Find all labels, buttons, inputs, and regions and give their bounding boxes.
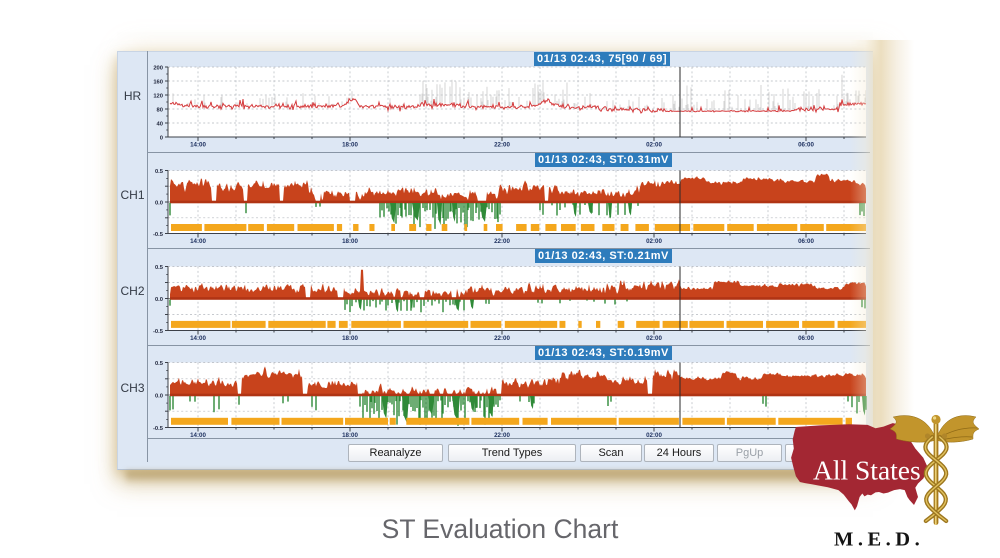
svg-text:0.0: 0.0	[155, 393, 163, 399]
svg-text:18:00: 18:00	[342, 335, 358, 342]
svg-text:06:00: 06:00	[798, 238, 814, 245]
svg-text:0.0: 0.0	[155, 297, 163, 303]
svg-text:22:00: 22:00	[494, 335, 510, 342]
svg-text:-0.5: -0.5	[153, 426, 164, 432]
svg-text:-0.5: -0.5	[153, 232, 164, 238]
svg-text:14:00: 14:00	[190, 432, 206, 439]
svg-text:02:00: 02:00	[646, 142, 662, 149]
svg-text:200: 200	[153, 66, 163, 72]
svg-text:160: 160	[153, 80, 163, 86]
svg-text:0.5: 0.5	[155, 265, 164, 271]
svg-text:40: 40	[157, 122, 163, 128]
svg-text:02:00: 02:00	[646, 432, 662, 439]
svg-text:14:00: 14:00	[190, 335, 206, 342]
svg-text:80: 80	[157, 108, 163, 114]
svg-text:0: 0	[160, 136, 163, 142]
svg-text:14:00: 14:00	[190, 142, 206, 149]
svg-text:18:00: 18:00	[342, 238, 358, 245]
svg-text:M.E.D.: M.E.D.	[834, 529, 924, 551]
svg-text:22:00: 22:00	[494, 432, 510, 439]
svg-text:18:00: 18:00	[342, 432, 358, 439]
svg-text:0.0: 0.0	[155, 200, 163, 206]
svg-text:22:00: 22:00	[494, 142, 510, 149]
svg-text:06:00: 06:00	[798, 142, 814, 149]
svg-text:120: 120	[153, 94, 163, 100]
svg-text:14:00: 14:00	[190, 238, 206, 245]
svg-text:0.5: 0.5	[155, 169, 164, 175]
svg-text:18:00: 18:00	[342, 142, 358, 149]
svg-text:-0.5: -0.5	[153, 329, 164, 335]
svg-text:06:00: 06:00	[798, 335, 814, 342]
svg-text:02:00: 02:00	[646, 238, 662, 245]
svg-text:22:00: 22:00	[494, 238, 510, 245]
svg-text:0.5: 0.5	[155, 361, 164, 367]
svg-text:All States: All States	[813, 455, 921, 486]
svg-text:02:00: 02:00	[646, 335, 662, 342]
